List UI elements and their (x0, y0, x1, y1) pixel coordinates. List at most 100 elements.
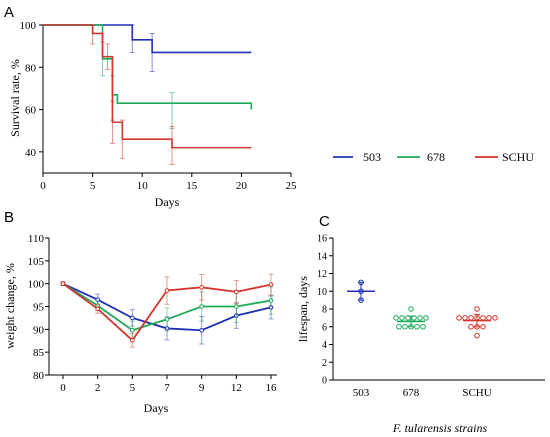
panel-c-x-axis-label: F. tularensis strains (392, 421, 488, 435)
panel-b-point-678-3 (164, 316, 170, 322)
panel-c-y-tick-label-16: 16 (317, 234, 327, 245)
panel-b-point-schu-5 (234, 289, 239, 295)
panel-b-x-tick-label-0: 0 (60, 382, 66, 394)
panel-b-x-tick-label-9: 9 (199, 382, 205, 394)
panel-c-point-schu-4 (456, 315, 462, 321)
panel-c-point-schu-8 (480, 315, 486, 321)
panel-c-y-tick-label-14: 14 (317, 251, 327, 262)
panel-a-error-bar-678-2 (169, 92, 175, 130)
panel-b-y-tick-label-95: 95 (33, 302, 45, 314)
panel-c-point-678-5 (393, 315, 399, 321)
panel-c-y-axis-label: lifespan, days (296, 276, 310, 342)
panel-b-series-schu (60, 273, 274, 348)
panel-c-point-schu-11 (474, 306, 480, 312)
legend-label-schu: SCHU (502, 150, 534, 164)
panel-b-point-678-6 (268, 298, 274, 303)
panel-c-x-tick-label-678: 678 (403, 387, 420, 399)
panel-b-y-axis-label: weight change, % (3, 263, 17, 349)
panel-b-y-tick-label-105: 105 (28, 256, 45, 268)
panel-a-x-tick-label-0: 0 (40, 180, 46, 192)
panel-a-series-503 (43, 24, 252, 73)
legend-label-678: 678 (427, 150, 445, 164)
panel-a-axes (42, 25, 291, 174)
panel-a-x-tick-label-15: 15 (186, 180, 198, 192)
panel-a-x-tick-label-5: 5 (90, 180, 96, 192)
panel-c-lifespan-chart: C 0 2 4 6 8 10 12 14 16 503 678 SCHU lifespan, day… (296, 213, 545, 435)
panel-a-label: A (4, 4, 14, 21)
panel-b-x-tick-label-2: 2 (95, 382, 101, 394)
panel-c-point-678-11 (408, 306, 414, 312)
panel-a-series-schu (43, 24, 252, 166)
panel-b-x-tick-label-12: 12 (231, 382, 242, 394)
panel-a-y-tick-label-100: 100 (20, 20, 37, 32)
panel-b-x-tick-label-16: 16 (266, 382, 278, 394)
panel-a-y-tick-label-60: 60 (25, 105, 37, 117)
panel-c-error-bar-schu (474, 313, 480, 328)
panel-b-x-axis-label: Days (144, 401, 169, 415)
panel-c-x-tick-label-schu: SCHU (462, 387, 491, 399)
panel-a-y-tick-label-40: 40 (25, 147, 37, 159)
panel-b-axes (48, 238, 277, 376)
panel-b-point-678-5 (234, 304, 239, 309)
panel-a-x-tick-label-20: 20 (236, 180, 248, 192)
panel-c-y-tick-label-0: 0 (322, 376, 327, 387)
panel-b-point-schu-0 (60, 281, 66, 286)
panel-c-label: C (319, 213, 330, 230)
panel-b-x-tick-label-5: 5 (130, 382, 136, 394)
panel-b-x-tick-label-7: 7 (164, 382, 170, 394)
panel-c-series-schu (456, 306, 498, 339)
panel-c-point-678-1 (402, 323, 408, 330)
panel-a-line-678 (43, 24, 253, 110)
panel-b-y-tick-label-100: 100 (28, 279, 45, 291)
panel-c-point-678-0 (396, 323, 402, 330)
panel-b-point-503-4 (199, 327, 204, 333)
panel-c-point-schu-9 (486, 315, 492, 321)
panel-c-point-678-7 (405, 315, 411, 321)
panel-b-point-678-4 (199, 304, 204, 309)
panel-c-point-678-3 (414, 323, 420, 330)
panel-b-label: B (4, 209, 14, 226)
legend: 503 678 SCHU (333, 150, 534, 164)
panel-c-y-tick-label-12: 12 (317, 269, 327, 280)
panel-b-point-schu-2 (130, 337, 135, 343)
panel-b-y-tick-label-110: 110 (28, 233, 45, 245)
panel-c-y-tick-label-10: 10 (317, 287, 327, 298)
panel-c-series-678 (393, 306, 429, 330)
panel-c-point-678-6 (399, 315, 405, 321)
panel-a-y-tick-label-80: 80 (25, 62, 37, 74)
panel-b-point-schu-6 (268, 282, 274, 287)
panel-a-survival-chart: A 40 60 80 100 0 5 10 15 20 25 Days Survival rat… (4, 4, 297, 209)
panel-b-y-tick-label-85: 85 (33, 347, 45, 359)
panel-b-point-schu-4 (199, 285, 204, 290)
panel-c-error-bar-678 (408, 315, 414, 328)
panel-a-x-axis-label: Days (155, 195, 180, 209)
panel-a-line-503 (43, 24, 252, 54)
panel-c-point-678-10 (423, 315, 429, 321)
panel-c-y-tick-label-2: 2 (322, 358, 327, 369)
panel-c-error-bar-503 (358, 281, 364, 301)
panel-c-y-tick-label-4: 4 (322, 340, 327, 351)
panel-b-point-503-2 (130, 315, 135, 321)
panel-b-y-tick-label-80: 80 (33, 370, 45, 382)
panel-c-point-schu-0 (474, 332, 480, 339)
panel-c-point-678-8 (411, 315, 417, 321)
panel-a-x-tick-label-25: 25 (286, 180, 298, 192)
panel-a-x-tick-label-10: 10 (137, 180, 149, 192)
panel-a-y-axis-label: Survival rate, % (8, 59, 22, 137)
panel-c-point-schu-3 (480, 323, 486, 330)
panel-c-point-schu-10 (492, 315, 498, 321)
panel-b-point-schu-1 (95, 306, 100, 312)
panel-c-axes (332, 238, 545, 381)
panel-c-x-tick-label-503: 503 (353, 387, 370, 399)
panel-c-point-schu-1 (468, 323, 474, 330)
panel-c-series-503 (347, 279, 375, 303)
panel-c-y-tick-label-8: 8 (322, 305, 327, 316)
panel-a-line-schu (43, 24, 252, 149)
panel-c-point-schu-5 (462, 315, 468, 321)
legend-label-503: 503 (363, 150, 381, 164)
panel-b-weight-chart: B 80 85 90 95 100 105 110 0 2 5 7 9 12 16 Days weigh… (3, 209, 277, 415)
panel-c-point-schu-6 (468, 315, 474, 321)
panel-b-point-678-2 (130, 327, 135, 333)
panel-c-y-tick-label-6: 6 (322, 322, 327, 333)
